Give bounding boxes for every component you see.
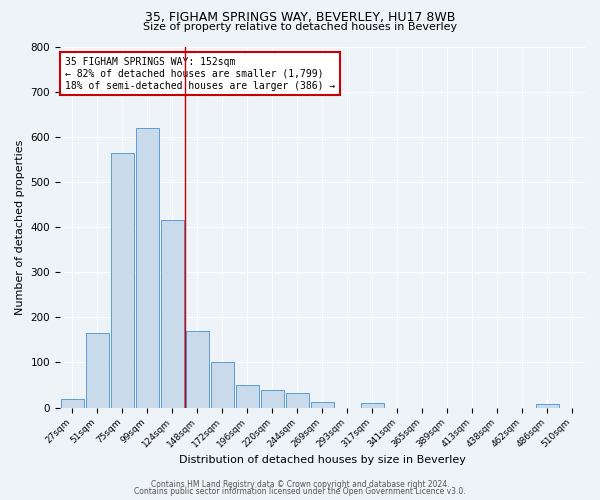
Text: Contains public sector information licensed under the Open Government Licence v3: Contains public sector information licen… xyxy=(134,487,466,496)
Y-axis label: Number of detached properties: Number of detached properties xyxy=(15,140,25,315)
Bar xyxy=(136,128,159,407)
Bar xyxy=(311,402,334,407)
Bar xyxy=(286,392,310,407)
Text: 35, FIGHAM SPRINGS WAY, BEVERLEY, HU17 8WB: 35, FIGHAM SPRINGS WAY, BEVERLEY, HU17 8… xyxy=(145,11,455,24)
Bar xyxy=(236,385,259,407)
Bar xyxy=(161,220,184,408)
Bar xyxy=(260,390,284,407)
Bar xyxy=(211,362,235,408)
Bar xyxy=(185,331,209,407)
Text: Size of property relative to detached houses in Beverley: Size of property relative to detached ho… xyxy=(143,22,457,32)
Bar xyxy=(536,404,559,407)
Bar xyxy=(110,152,134,408)
Text: 35 FIGHAM SPRINGS WAY: 152sqm
← 82% of detached houses are smaller (1,799)
18% o: 35 FIGHAM SPRINGS WAY: 152sqm ← 82% of d… xyxy=(65,58,335,90)
Bar xyxy=(361,403,385,407)
Bar xyxy=(61,398,84,407)
Text: Contains HM Land Registry data © Crown copyright and database right 2024.: Contains HM Land Registry data © Crown c… xyxy=(151,480,449,489)
Bar xyxy=(86,333,109,407)
X-axis label: Distribution of detached houses by size in Beverley: Distribution of detached houses by size … xyxy=(179,455,466,465)
